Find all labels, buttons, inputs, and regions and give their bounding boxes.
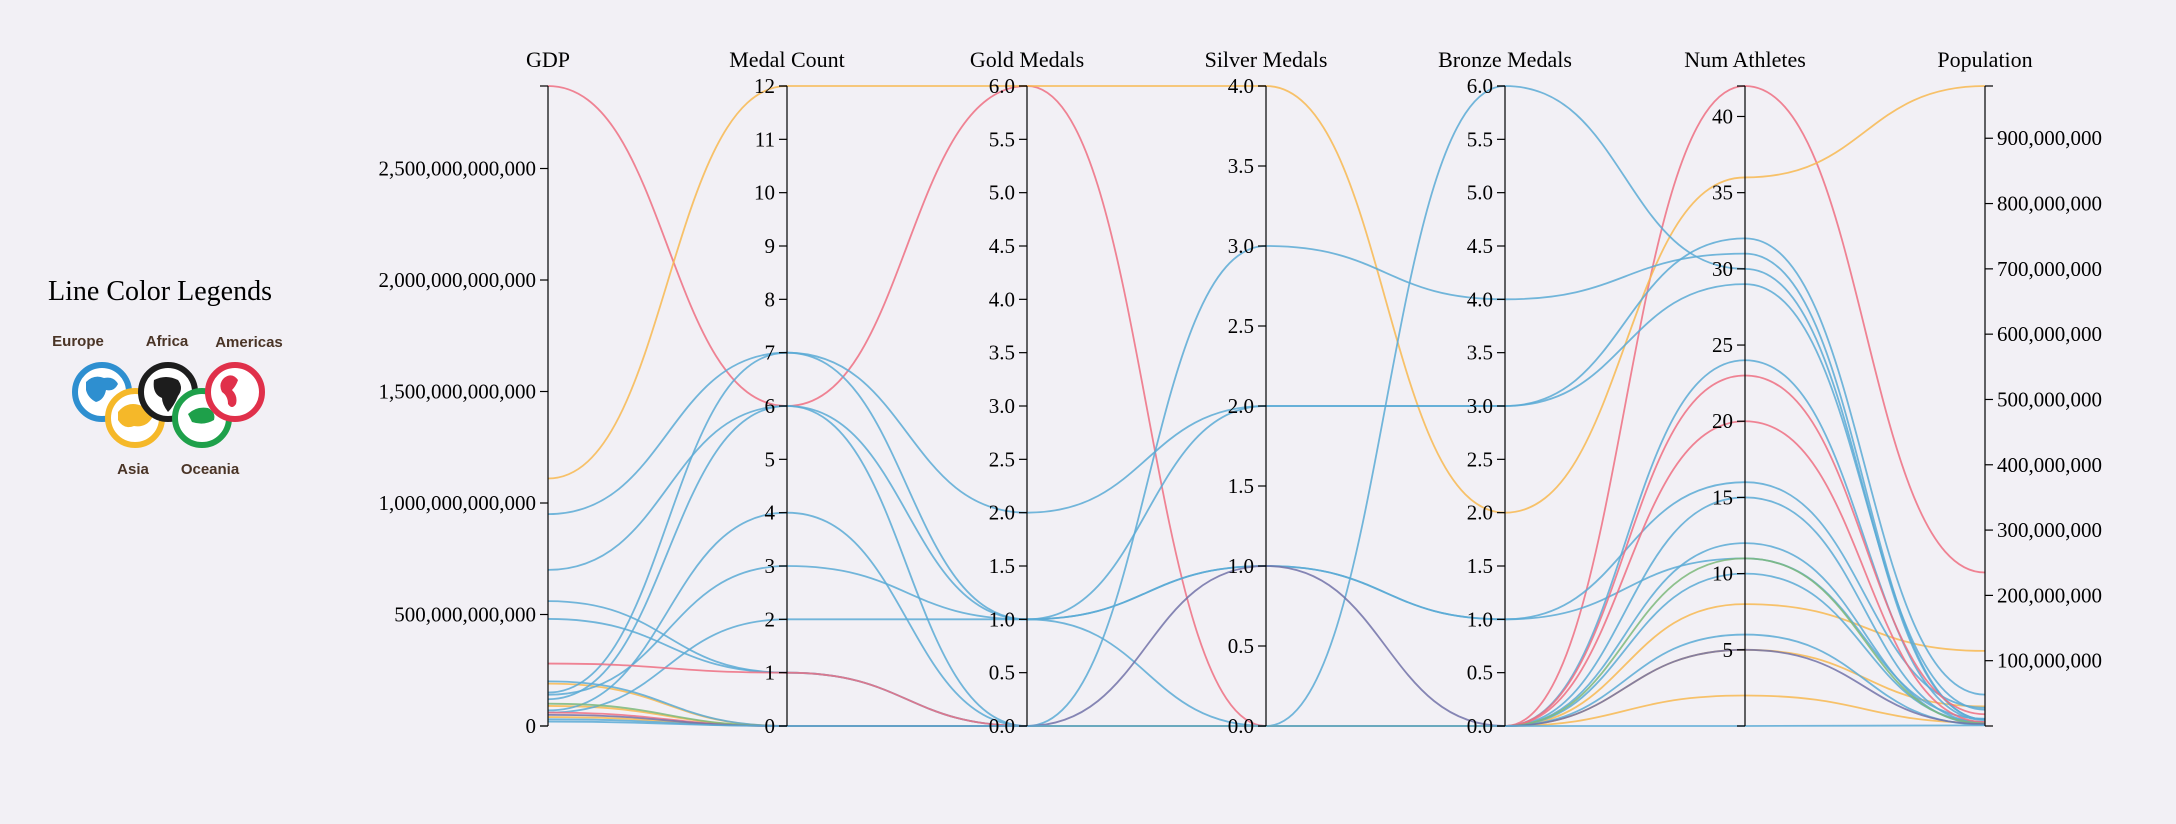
tick-label-medal-count-7: 7	[765, 341, 776, 365]
series-line-europe-9	[547, 283, 1986, 711]
tick-label-silver-medals-3: 1.5	[1228, 474, 1254, 498]
tick-label-bronze-medals-1: 0.5	[1467, 661, 1493, 685]
tick-label-silver-medals-4: 2.0	[1228, 394, 1254, 418]
tick-label-bronze-medals-6: 3.0	[1467, 394, 1493, 418]
tick-label-gold-medals-3: 1.5	[989, 554, 1015, 578]
legend-label-europe: Europe	[52, 333, 104, 350]
tick-label-num-athletes-2: 15	[1712, 485, 1733, 509]
tick-label-population-2: 300,000,000	[1997, 518, 2102, 542]
tick-label-medal-count-3: 3	[765, 554, 776, 578]
tick-label-gold-medals-5: 2.5	[989, 447, 1015, 471]
tick-label-gdp-3: 1,500,000,000,000	[379, 380, 537, 404]
tick-label-medal-count-6: 6	[765, 394, 776, 418]
legend-label-africa: Africa	[146, 333, 189, 350]
tick-label-population-8: 900,000,000	[1997, 126, 2102, 150]
axis-title-gold-medals: Gold Medals	[970, 47, 1084, 72]
tick-label-bronze-medals-7: 3.5	[1467, 341, 1493, 365]
tick-label-medal-count-4: 4	[765, 501, 776, 525]
tick-label-silver-medals-0: 0.0	[1228, 714, 1254, 738]
tick-label-population-5: 600,000,000	[1997, 322, 2102, 346]
tick-label-silver-medals-1: 0.5	[1228, 634, 1254, 658]
axis-gdp: 0 500,000,000,000 1,000,000,000,000 1,500,0…	[379, 47, 571, 738]
axis-population: 100,000,000 200,000,000 300,000,000 400,000…	[1937, 47, 2102, 727]
tick-label-gdp-4: 2,000,000,000,000	[379, 268, 537, 292]
tick-label-medal-count-1: 1	[765, 661, 776, 685]
tick-label-num-athletes-4: 25	[1712, 333, 1733, 357]
tick-label-gold-medals-11: 5.5	[989, 127, 1015, 151]
legend: Line Color Legends Europe Africa America…	[48, 276, 283, 478]
tick-label-medal-count-8: 8	[765, 287, 776, 311]
tick-label-gold-medals-7: 3.5	[989, 341, 1015, 365]
tick-label-gold-medals-1: 0.5	[989, 661, 1015, 685]
tick-label-num-athletes-3: 20	[1712, 409, 1733, 433]
legend-label-oceania: Oceania	[181, 461, 240, 478]
tick-label-bronze-medals-11: 5.5	[1467, 127, 1493, 151]
tick-label-population-3: 400,000,000	[1997, 453, 2102, 477]
tick-label-bronze-medals-3: 1.5	[1467, 554, 1493, 578]
axis-title-bronze-medals: Bronze Medals	[1438, 47, 1572, 72]
tick-label-medal-count-12: 12	[754, 74, 775, 98]
tick-label-bronze-medals-2: 1.0	[1467, 607, 1493, 631]
tick-label-num-athletes-7: 40	[1712, 104, 1733, 128]
series-line-asia-1	[547, 85, 1986, 514]
tick-label-medal-count-9: 9	[765, 234, 776, 258]
tick-label-bronze-medals-10: 5.0	[1467, 181, 1493, 205]
tick-label-bronze-medals-9: 4.5	[1467, 234, 1493, 258]
tick-label-bronze-medals-8: 4.0	[1467, 287, 1493, 311]
axis-num-athletes: 5 10 15 20 25 30 35 40 Num Athletes	[1684, 47, 1806, 727]
tick-label-num-athletes-0: 5	[1723, 638, 1734, 662]
tick-label-gold-medals-2: 1.0	[989, 607, 1015, 631]
tick-label-num-athletes-6: 35	[1712, 181, 1733, 205]
tick-label-bronze-medals-12: 6.0	[1467, 74, 1493, 98]
tick-label-medal-count-10: 10	[754, 181, 775, 205]
axis-title-population: Population	[1937, 47, 2032, 72]
tick-label-num-athletes-5: 30	[1712, 257, 1733, 281]
axis-title-gdp: GDP	[526, 47, 570, 72]
tick-label-silver-medals-6: 3.0	[1228, 234, 1254, 258]
tick-label-medal-count-2: 2	[765, 607, 776, 631]
tick-label-gold-medals-12: 6.0	[989, 74, 1015, 98]
tick-label-population-7: 800,000,000	[1997, 192, 2102, 216]
tick-label-gdp-5: 2,500,000,000,000	[379, 157, 537, 181]
tick-label-bronze-medals-0: 0.0	[1467, 714, 1493, 738]
tick-label-gold-medals-0: 0.0	[989, 714, 1015, 738]
tick-label-gold-medals-4: 2.0	[989, 501, 1015, 525]
axis-title-silver-medals: Silver Medals	[1205, 47, 1328, 72]
tick-label-gold-medals-10: 5.0	[989, 181, 1015, 205]
tick-label-silver-medals-8: 4.0	[1228, 74, 1254, 98]
tick-label-num-athletes-1: 10	[1712, 562, 1733, 586]
legend-label-asia: Asia	[117, 461, 149, 478]
axis-title-medal-count: Medal Count	[729, 47, 845, 72]
tick-label-population-0: 100,000,000	[1997, 649, 2102, 673]
tick-label-gdp-1: 500,000,000,000	[394, 603, 536, 627]
legend-title: Line Color Legends	[48, 276, 272, 307]
tick-label-population-4: 500,000,000	[1997, 387, 2102, 411]
tick-label-medal-count-11: 11	[755, 127, 775, 151]
tick-label-silver-medals-7: 3.5	[1228, 154, 1254, 178]
legend-label-americas: Americas	[215, 334, 283, 351]
axis-title-num-athletes: Num Athletes	[1684, 47, 1806, 72]
tick-label-gdp-0: 0	[526, 714, 537, 738]
tick-label-gdp-2: 1,000,000,000,000	[379, 491, 537, 515]
tick-label-bronze-medals-5: 2.5	[1467, 447, 1493, 471]
tick-label-gold-medals-8: 4.0	[989, 287, 1015, 311]
tick-label-population-1: 200,000,000	[1997, 583, 2102, 607]
tick-label-silver-medals-5: 2.5	[1228, 314, 1254, 338]
tick-label-silver-medals-2: 1.0	[1228, 554, 1254, 578]
tick-label-gold-medals-9: 4.5	[989, 234, 1015, 258]
tick-label-gold-medals-6: 3.0	[989, 394, 1015, 418]
axes: 0 500,000,000,000 1,000,000,000,000 1,500,0…	[379, 47, 2103, 738]
tick-label-population-6: 700,000,000	[1997, 257, 2102, 281]
axis-gold-medals: 0.0 0.5 1.0 1.5 2.0 2.5 3.0 3.5 4.0 4.5 5.0 5.5 6.0G…	[970, 47, 1084, 738]
tick-label-bronze-medals-4: 2.0	[1467, 501, 1493, 525]
tick-label-medal-count-0: 0	[765, 714, 776, 738]
americas-ring-icon	[205, 362, 265, 422]
axis-bronze-medals: 0.0 0.5 1.0 1.5 2.0 2.5 3.0 3.5 4.0 4.5 5.0 5.5 6.0B…	[1438, 47, 1572, 738]
tick-label-medal-count-5: 5	[765, 447, 776, 471]
